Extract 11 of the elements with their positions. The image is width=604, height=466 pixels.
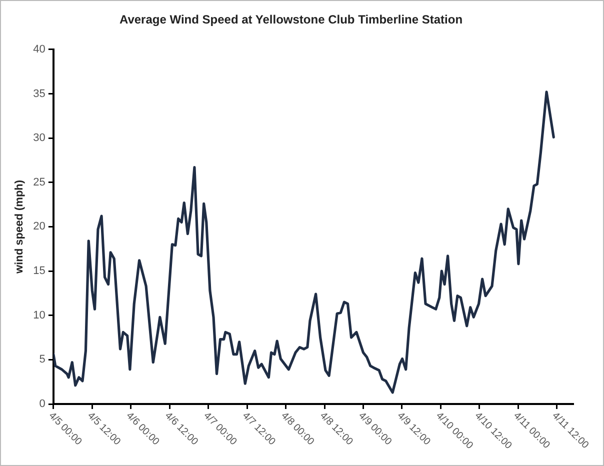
y-tick-label: 25 [33,176,46,188]
y-tick-label: 15 [33,265,46,278]
y-tick-label: 40 [33,43,46,56]
y-tick-label: 10 [33,309,46,322]
y-axis-title: wind speed (mph) [14,180,26,274]
chart-title: Average Wind Speed at Yellowstone Club Timberline Station [119,12,463,27]
y-tick-label: 20 [33,220,46,233]
y-tick-label: 35 [33,88,46,100]
y-tick-label: 5 [39,354,46,366]
y-tick-label: 30 [33,132,46,144]
y-tick-label: 0 [39,398,46,410]
